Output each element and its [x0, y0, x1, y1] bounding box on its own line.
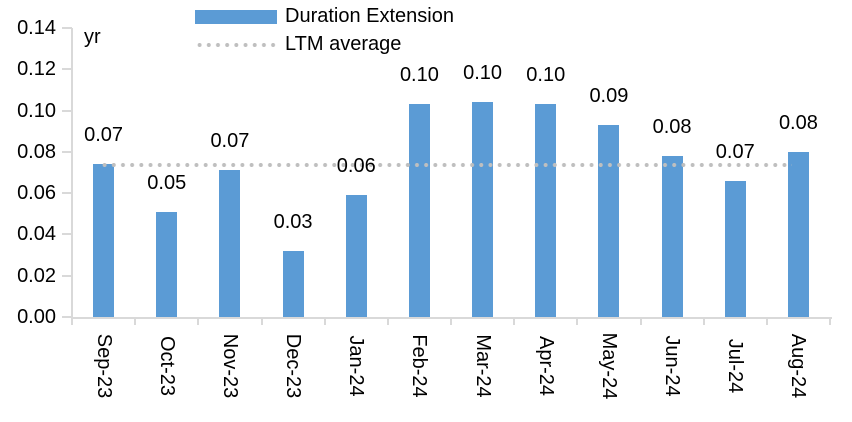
- bar: [724, 180, 746, 317]
- x-axis-tick: [829, 317, 831, 325]
- x-axis-category-label: Mar-24: [471, 334, 494, 398]
- bar: [787, 151, 809, 317]
- bar-series-swatch-icon: [195, 9, 277, 24]
- bar: [345, 195, 367, 317]
- y-axis-tick: [62, 68, 72, 71]
- bar: [408, 104, 430, 317]
- bar: [535, 104, 557, 317]
- bar-value-label: 0.06: [336, 155, 376, 178]
- x-axis-category-label: May-24: [597, 332, 620, 400]
- x-axis-tick: [71, 317, 73, 325]
- x-axis-tick: [134, 317, 137, 325]
- bar: [93, 164, 115, 317]
- x-axis-category-label: Feb-24: [408, 334, 431, 398]
- bar-value-label: 0.08: [652, 115, 692, 138]
- bar-value-label: 0.03: [273, 210, 313, 233]
- y-axis-tick: [62, 233, 72, 236]
- bar-value-label: 0.09: [589, 85, 629, 108]
- ltm-average-line: [100, 163, 792, 168]
- x-axis-tick: [513, 317, 516, 325]
- bar-value-label: 0.07: [84, 124, 124, 147]
- x-axis-category-label: Jul-24: [724, 338, 747, 394]
- x-axis-category-label: Jun-24: [661, 335, 684, 397]
- y-axis-tick-label: 0.14: [17, 17, 56, 39]
- bar: [156, 211, 178, 317]
- x-axis-category-label: Aug-24: [787, 333, 810, 399]
- bar-value-label: 0.10: [526, 64, 566, 87]
- bar-value-label: 0.07: [715, 140, 755, 163]
- legend: Duration Extension LTM average: [195, 3, 454, 58]
- y-axis-tick: [62, 27, 72, 29]
- dotted-line-swatch-icon: [195, 42, 277, 47]
- x-axis-category-label: Dec-23: [282, 333, 305, 399]
- x-axis-tick: [260, 317, 263, 325]
- bar-value-label: 0.07: [210, 130, 250, 153]
- y-axis-tick-label: 0.06: [17, 182, 56, 205]
- x-axis-tick: [576, 317, 579, 325]
- y-axis-tick-label: 0.02: [17, 264, 56, 287]
- y-axis-tick-label: 0.08: [17, 140, 56, 163]
- y-axis-tick: [62, 109, 72, 112]
- x-axis-tick: [450, 317, 452, 325]
- bar: [661, 155, 683, 317]
- bar-value-label: 0.08: [778, 111, 818, 134]
- x-axis-category-label: Oct-23: [155, 335, 178, 397]
- x-axis-tick: [639, 317, 642, 325]
- y-axis-tick-label: 0.00: [17, 306, 56, 328]
- y-axis-tick: [62, 150, 72, 153]
- bar-value-label: 0.10: [463, 62, 503, 85]
- legend-item-ltm-average: LTM average: [195, 31, 454, 58]
- x-axis-category-label: Sep-23: [92, 333, 115, 399]
- bar-value-label: 0.10: [399, 64, 439, 87]
- y-axis-line: [71, 28, 73, 319]
- y-axis-unit-label: yr: [84, 26, 101, 48]
- y-axis-tick-label: 0.12: [17, 58, 56, 81]
- x-axis-tick: [386, 317, 389, 325]
- legend-label-ltm-average: LTM average: [285, 33, 402, 55]
- y-axis-tick: [62, 192, 72, 195]
- bar: [219, 170, 241, 317]
- x-axis-category-label: Jan-24: [345, 335, 368, 397]
- x-axis-tick: [323, 317, 326, 325]
- legend-item-duration-extension: Duration Extension: [195, 3, 454, 30]
- y-axis-tick: [62, 316, 72, 318]
- y-axis-tick-label: 0.10: [17, 99, 56, 122]
- y-axis-tick-label: 0.04: [17, 223, 56, 246]
- x-axis-tick: [702, 317, 705, 325]
- x-axis-category-label: Nov-23: [218, 333, 241, 399]
- bar: [472, 102, 494, 317]
- x-axis-tick: [765, 317, 768, 325]
- x-axis-category-label: Apr-24: [534, 335, 557, 397]
- bar: [282, 250, 304, 317]
- x-axis-tick: [197, 317, 200, 325]
- legend-label-duration-extension: Duration Extension: [285, 5, 454, 27]
- bar: [598, 125, 620, 317]
- y-axis-tick: [62, 274, 72, 277]
- bar-value-label: 0.05: [147, 171, 187, 194]
